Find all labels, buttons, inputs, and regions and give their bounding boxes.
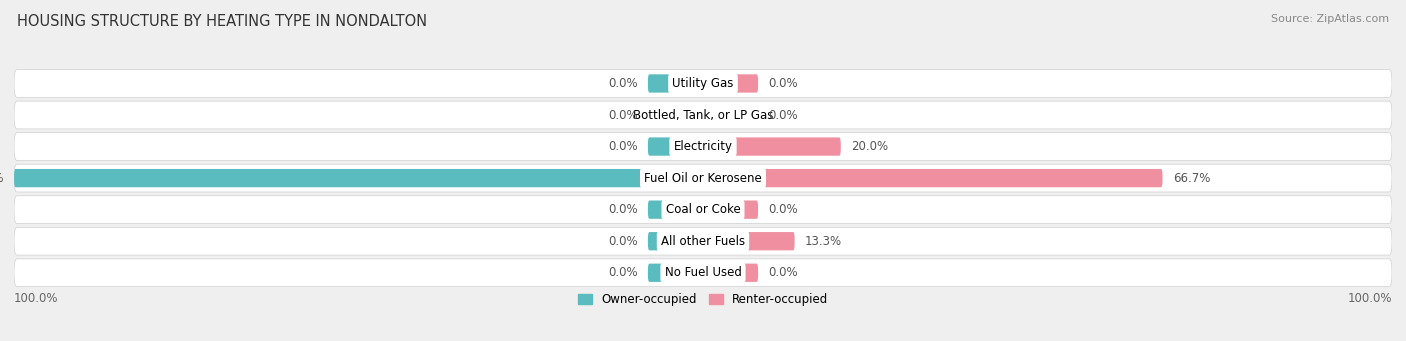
Text: Bottled, Tank, or LP Gas: Bottled, Tank, or LP Gas: [633, 108, 773, 121]
FancyBboxPatch shape: [648, 264, 703, 282]
FancyBboxPatch shape: [648, 201, 703, 219]
FancyBboxPatch shape: [703, 169, 1163, 187]
FancyBboxPatch shape: [648, 74, 703, 93]
Text: Fuel Oil or Kerosene: Fuel Oil or Kerosene: [644, 172, 762, 184]
Text: Coal or Coke: Coal or Coke: [665, 203, 741, 216]
Legend: Owner-occupied, Renter-occupied: Owner-occupied, Renter-occupied: [578, 293, 828, 306]
Text: 0.0%: 0.0%: [607, 108, 637, 121]
FancyBboxPatch shape: [703, 137, 841, 156]
Text: 100.0%: 100.0%: [0, 172, 4, 184]
Text: 0.0%: 0.0%: [607, 266, 637, 279]
Text: 0.0%: 0.0%: [607, 235, 637, 248]
Text: Utility Gas: Utility Gas: [672, 77, 734, 90]
Text: 0.0%: 0.0%: [607, 77, 637, 90]
FancyBboxPatch shape: [648, 232, 703, 250]
FancyBboxPatch shape: [14, 227, 1392, 255]
FancyBboxPatch shape: [648, 137, 703, 156]
FancyBboxPatch shape: [14, 164, 1392, 192]
Text: 100.0%: 100.0%: [14, 292, 59, 305]
Text: No Fuel Used: No Fuel Used: [665, 266, 741, 279]
FancyBboxPatch shape: [14, 259, 1392, 287]
Text: All other Fuels: All other Fuels: [661, 235, 745, 248]
FancyBboxPatch shape: [14, 196, 1392, 224]
FancyBboxPatch shape: [14, 70, 1392, 97]
Text: Source: ZipAtlas.com: Source: ZipAtlas.com: [1271, 14, 1389, 24]
FancyBboxPatch shape: [703, 74, 758, 93]
FancyBboxPatch shape: [703, 232, 794, 250]
FancyBboxPatch shape: [703, 106, 758, 124]
Text: 66.7%: 66.7%: [1173, 172, 1211, 184]
Text: 20.0%: 20.0%: [851, 140, 889, 153]
Text: Electricity: Electricity: [673, 140, 733, 153]
FancyBboxPatch shape: [648, 106, 703, 124]
Text: HOUSING STRUCTURE BY HEATING TYPE IN NONDALTON: HOUSING STRUCTURE BY HEATING TYPE IN NON…: [17, 14, 427, 29]
Text: 100.0%: 100.0%: [1347, 292, 1392, 305]
Text: 0.0%: 0.0%: [607, 203, 637, 216]
FancyBboxPatch shape: [14, 169, 703, 187]
Text: 0.0%: 0.0%: [607, 140, 637, 153]
FancyBboxPatch shape: [14, 133, 1392, 161]
FancyBboxPatch shape: [703, 264, 758, 282]
FancyBboxPatch shape: [14, 101, 1392, 129]
Text: 0.0%: 0.0%: [769, 203, 799, 216]
Text: 0.0%: 0.0%: [769, 266, 799, 279]
FancyBboxPatch shape: [703, 201, 758, 219]
Text: 0.0%: 0.0%: [769, 77, 799, 90]
Text: 13.3%: 13.3%: [806, 235, 842, 248]
Text: 0.0%: 0.0%: [769, 108, 799, 121]
